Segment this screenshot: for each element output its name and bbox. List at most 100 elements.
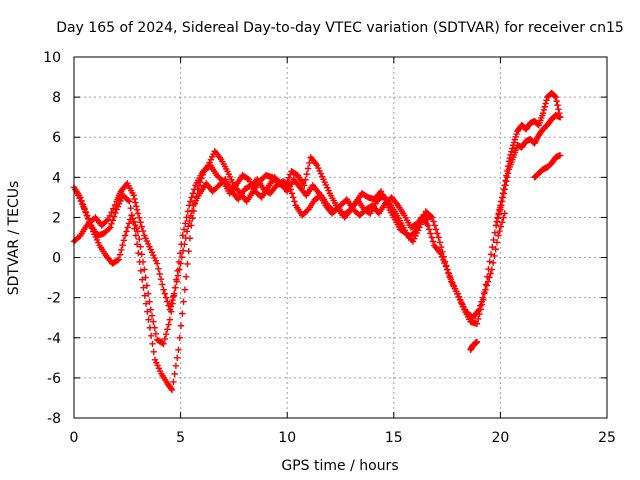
data-point [424,222,432,229]
data-point [173,276,180,283]
data-point [508,148,515,155]
x-tick-label: 15 [385,430,403,446]
data-point [153,260,161,267]
data-point [118,246,125,254]
data-point [141,292,148,299]
data-point [198,175,205,182]
data-point [164,326,171,333]
data-point [166,316,174,323]
data-point [199,171,206,179]
x-axis-label: GPS time / hours [281,458,398,474]
data-point [434,230,441,237]
data-point [183,214,190,221]
data-point [124,196,132,204]
data-point [109,217,117,224]
data-point [148,312,156,319]
y-tick-label: -8 [47,411,61,427]
data-point [150,318,157,325]
data-point [176,249,184,257]
data-point [165,321,172,328]
data-point [132,199,139,206]
data-point [161,335,169,343]
data-point [114,257,121,264]
data-point [144,290,152,297]
data-point [133,241,141,248]
data-point [428,214,436,221]
data-point [442,263,450,270]
data-point [438,253,446,260]
data-point [188,194,195,201]
y-tick-label: 2 [52,210,61,226]
data-point [189,215,196,222]
data-point [499,194,507,201]
data-point [504,170,512,177]
data-point [427,213,435,220]
data-point [555,105,562,113]
plot-frame [73,56,608,419]
data-point [446,272,453,280]
data-point [115,256,122,263]
data-point [145,316,152,323]
data-point [180,226,188,233]
data-point [484,278,492,285]
data-point [187,198,194,205]
data-point [304,165,312,172]
data-point [150,348,157,356]
data-point [556,152,564,159]
data-point [173,354,181,362]
data-point [504,174,511,181]
data-point [443,266,451,273]
data-point [304,207,311,214]
data-point [495,232,502,239]
data-point [136,235,143,243]
data-point [147,306,154,313]
data-point [542,100,549,107]
data-point [502,182,509,189]
data-point [127,205,134,212]
data-point [161,290,169,297]
data-point [110,205,117,212]
data-point [430,218,437,225]
data-point [554,101,561,109]
data-point [132,232,140,239]
data-point [425,226,433,233]
data-point [124,224,131,231]
data-point [110,213,118,220]
data-point [130,192,137,199]
data-point [437,243,445,251]
data-point [184,260,191,268]
data-point [490,236,497,244]
data-point [488,266,496,273]
data-point [175,346,182,354]
y-tick-label: -4 [47,331,61,347]
data-point [137,267,145,274]
data-point [440,256,447,264]
data-point [86,219,93,226]
data-point [491,252,498,260]
data-point [186,235,194,242]
data-point [171,370,178,378]
data-point [432,226,440,233]
data-point [479,294,487,301]
data-point [85,215,92,223]
data-point [285,174,293,181]
y-tick-label: -6 [47,371,61,387]
data-point [543,97,550,104]
data-point [498,219,506,226]
data-point [105,225,113,232]
data-point [131,225,138,232]
series-trace-4 [467,338,481,354]
data-point [121,232,129,239]
x-tick-label: 5 [176,430,185,446]
data-point [134,228,142,235]
data-point [284,177,291,185]
y-tick-label: 8 [52,90,61,106]
data-point [410,229,418,236]
data-point [131,195,138,203]
data-point [155,265,162,272]
data-point [491,229,499,236]
data-point [149,340,156,347]
data-point [483,282,490,289]
series-trace-6 [497,111,564,213]
data-point [496,227,503,235]
